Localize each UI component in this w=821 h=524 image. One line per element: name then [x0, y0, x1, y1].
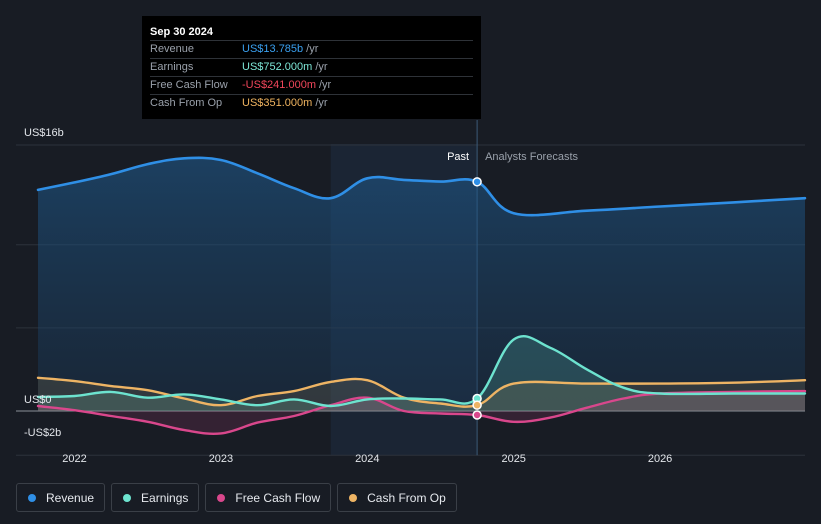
tooltip-row-free-cash-flow: Free Cash Flow -US$241.000m /yr — [150, 76, 473, 94]
tooltip-unit: /yr — [315, 61, 328, 73]
tooltip-date: Sep 30 2024 — [150, 26, 213, 38]
chart-legend: Revenue Earnings Free Cash Flow Cash Fro… — [16, 483, 457, 513]
x-tick-label: 2024 — [355, 453, 379, 465]
tooltip-label: Earnings — [150, 61, 194, 73]
tooltip-row-cash-from-op: Cash From Op US$351.000m /yr — [150, 94, 473, 112]
tooltip-label: Cash From Op — [150, 97, 223, 109]
cash-from-op-area — [38, 377, 805, 411]
free-cash-flow-dot-icon — [217, 493, 226, 502]
tooltip-row-earnings: Earnings US$752.000m /yr — [150, 58, 473, 76]
revenue-marker — [472, 177, 482, 187]
x-tick-label: 2023 — [209, 453, 233, 465]
y-tick-label: US$16b — [24, 127, 64, 139]
tooltip-value: US$13.785b — [242, 43, 304, 55]
revenue-area — [38, 157, 805, 411]
y-tick-label: -US$2b — [24, 427, 61, 439]
x-tick-label: 2022 — [62, 453, 86, 465]
tooltip-label: Revenue — [150, 43, 195, 55]
past-section-label: Past — [447, 151, 469, 163]
tooltip-panel: Sep 30 2024 Revenue US$13.785b /yr Earni… — [142, 16, 481, 119]
legend-item-free-cash-flow[interactable]: Free Cash Flow — [205, 483, 332, 512]
tooltip-value: -US$241.000m — [242, 79, 316, 91]
earnings-dot-icon — [123, 493, 132, 502]
legend-label: Free Cash Flow — [235, 490, 321, 505]
free-cash-flow-line — [36, 389, 807, 435]
x-tick-label: 2026 — [648, 453, 672, 465]
earnings-area — [38, 336, 805, 411]
revenue-dot-icon — [28, 493, 36, 502]
x-tick-label: 2025 — [501, 453, 525, 465]
revenue-line — [36, 156, 807, 217]
earnings-line — [36, 335, 807, 408]
y-tick-label: US$0 — [24, 394, 52, 406]
legend-label: Earnings — [141, 490, 189, 505]
tooltip-unit: /yr — [315, 97, 328, 109]
legend-item-cash-from-op[interactable]: Cash From Op — [337, 483, 457, 512]
tooltip-label: Free Cash Flow — [150, 79, 228, 91]
tooltip-value: US$351.000m — [242, 97, 313, 109]
cash-from-op-dot-icon — [349, 493, 358, 502]
cash-from-op-marker — [472, 400, 482, 410]
free-cash-flow-marker — [472, 410, 482, 420]
legend-item-revenue[interactable]: Revenue — [16, 483, 106, 512]
tooltip-unit: /yr — [319, 79, 332, 91]
legend-label: Cash From Op — [367, 490, 446, 505]
tooltip-value: US$752.000m — [242, 61, 313, 73]
legend-label: Revenue — [46, 490, 95, 505]
legend-item-earnings[interactable]: Earnings — [111, 483, 200, 512]
tooltip-row-revenue: Revenue US$13.785b /yr — [150, 40, 473, 58]
forecast-section-label: Analysts Forecasts — [485, 151, 578, 163]
tooltip-unit: /yr — [306, 43, 319, 55]
